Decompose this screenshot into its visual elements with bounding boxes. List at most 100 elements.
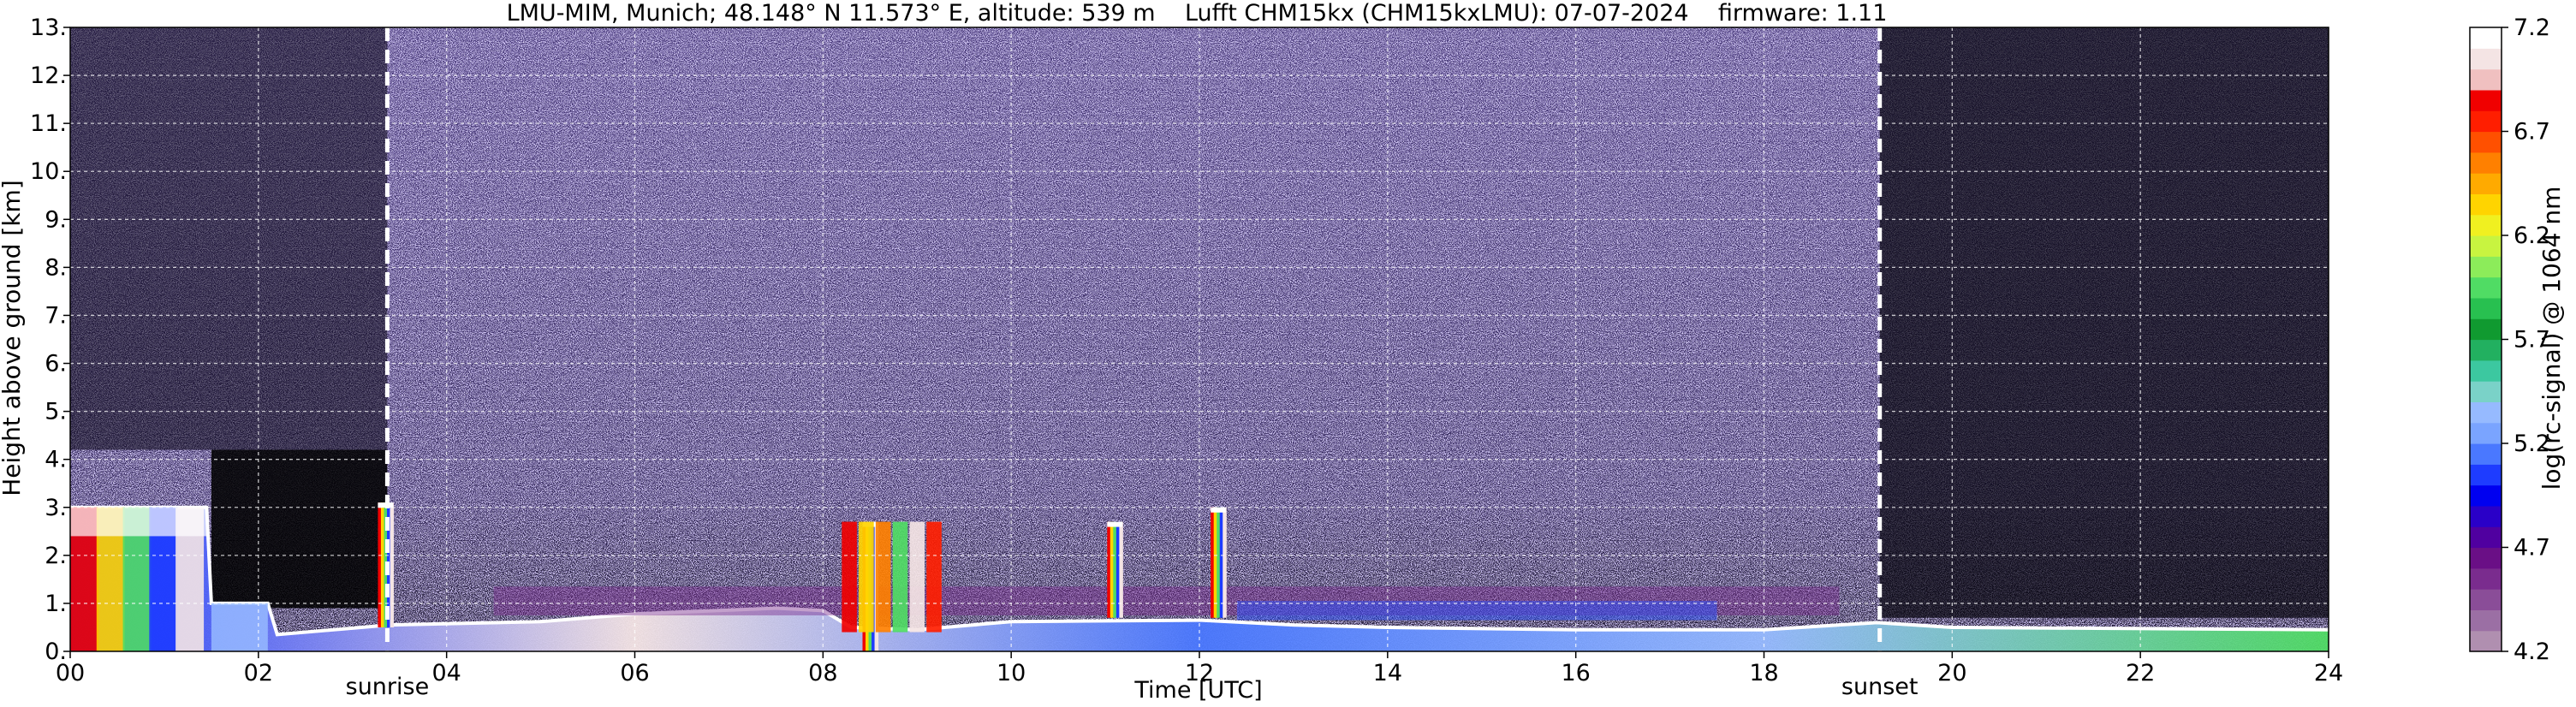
colorbar-segment [2470,422,2502,444]
cloud-column-band [380,502,385,627]
morning-low-layer [211,603,268,651]
colorbar-tick-label: 5.7 [2514,327,2550,354]
x-tick-label: 12 [1185,660,1214,686]
y-tick-label: 13. [30,15,67,41]
colorbar-segment [2470,526,2502,549]
cloud-column-top [1211,507,1226,513]
cloud-column-band [378,502,382,627]
cloud-block-band [842,521,857,633]
colorbar-label: log(rc-signal) @ 1064 nm [2537,187,2566,490]
cloud-column-band [1107,521,1111,618]
colorbar: 4.2 4.7 5.2 5.7 6.2 6.7 7.2 log(rc-signal) @ 1… [2469,15,2566,665]
cloud-block [842,521,942,633]
x-axis-label: Time [UTC] [1133,677,1262,704]
plot-area [70,27,2329,651]
colorbar-segment [2470,567,2502,590]
cloud-column [1211,507,1227,618]
y-tick-label: 6. [45,351,67,377]
y-tick-label: 9. [45,206,67,233]
cloud-column-band [1213,507,1218,618]
colorbar-segment [2470,89,2502,111]
colorbar-segment [2470,152,2502,174]
cloud-column-band [1115,521,1121,618]
colorbar-segment [2470,48,2502,70]
cloud-block-band [875,521,891,633]
x-tick-label: 06 [620,660,649,686]
chart-title: LMU-MIM, Munich; 48.148° N 11.573° E, al… [507,0,1888,27]
cloud-column-top [1107,521,1122,527]
colorbar-segment [2470,359,2502,382]
colorbar-segment [2470,131,2502,153]
colorbar-segment [2470,256,2502,278]
cloud-column-band [1119,521,1123,618]
x-tick-label: 10 [996,660,1026,686]
y-tick-label: 8. [45,254,67,281]
colorbar-tick-label: 4.2 [2514,639,2550,665]
y-tick-label: 7. [45,302,67,329]
y-tick-label: 5. [45,399,67,425]
cloud-column-band [1217,507,1221,618]
cloud-block-band [909,521,925,633]
colorbar-segment [2470,110,2502,133]
colorbar-tick-label: 4.7 [2514,535,2550,561]
colorbar-tick-label: 5.2 [2514,431,2550,457]
y-tick-label: 10. [30,158,67,185]
night-region-right [1879,27,2329,618]
colorbar-segment [2470,235,2502,257]
x-tick-label: 18 [1749,660,1778,686]
night-region-left [70,27,388,609]
colorbar-tick-label: 6.2 [2514,223,2550,249]
colorbar-segments [2470,27,2502,652]
event-label-sunrise: sunrise [346,674,430,700]
x-tick-label: 02 [244,660,273,686]
colorbar-ticks: 4.2 4.7 5.2 5.7 6.2 6.7 7.2 [2502,15,2550,665]
cloud-column-band [1219,507,1224,618]
colorbar-segment [2470,173,2502,194]
colorbar-tick-label: 7.2 [2514,15,2550,41]
y-tick-label: 0. [45,639,67,665]
x-tick-label: 14 [1373,660,1402,686]
colorbar-segment [2470,297,2502,319]
colorbar-segment [2470,589,2502,610]
night-block-right [1879,27,2329,618]
x-axis-ticks: 00 02 04 06 08 10 12 14 16 18 20 22 24 [56,651,2343,686]
y-tick-label: 2. [45,543,67,569]
x-tick-label: 22 [2126,660,2155,686]
y-tick-label: 12. [30,62,67,89]
cloud-block-band [892,521,908,633]
event-label-sunset: sunset [1841,674,1919,700]
colorbar-segment [2470,484,2502,507]
cloud-column-band [1211,507,1215,618]
y-tick-label: 1. [45,591,67,617]
cloud-column [1107,521,1123,618]
colorbar-segment [2470,401,2502,424]
grid-lines [70,27,2329,651]
residual-layer-blue [1236,601,1717,621]
y-tick-label: 11. [30,110,67,137]
cloud-column-band [390,502,395,627]
y-axis-label: Height above ground [km] [0,180,26,496]
x-tick-label: 24 [2314,660,2343,686]
night-block-left-low [211,449,388,609]
colorbar-segment [2470,609,2502,632]
colorbar-segment [2470,464,2502,486]
colorbar-segment [2470,27,2502,49]
colorbar-segment [2470,443,2502,465]
event-lines [384,27,1883,651]
x-tick-label: 08 [808,660,837,686]
cloud-column-band [1223,507,1227,618]
event-labels: sunrise sunset [346,674,1919,700]
colorbar-segment [2470,193,2502,216]
colorbar-tick-label: 6.7 [2514,119,2550,146]
colorbar-segment [2470,276,2502,299]
colorbar-segment [2470,547,2502,569]
morning-layer-top [70,507,207,537]
aerosol-layer [70,505,2329,651]
colorbar-segment [2470,68,2502,91]
x-tick-label: 20 [1937,660,1966,686]
cloud-column-band [1113,521,1117,618]
colorbar-segment [2470,630,2502,652]
x-tick-label: 04 [431,660,461,686]
y-tick-label: 4. [45,447,67,473]
